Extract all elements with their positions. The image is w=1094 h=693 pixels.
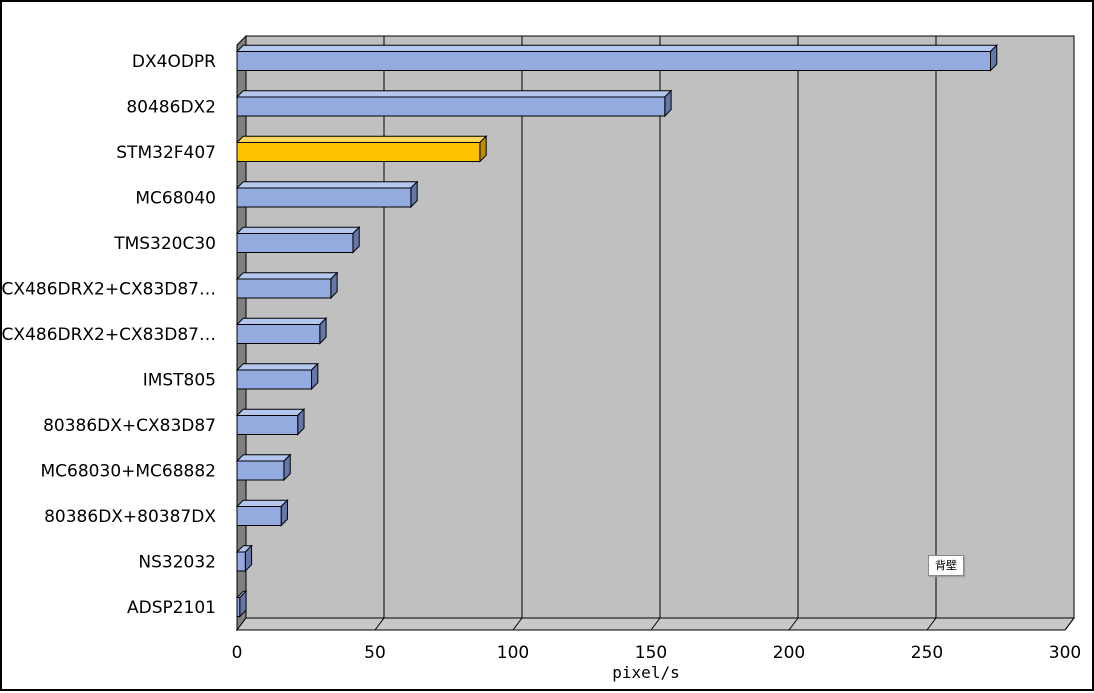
x-tick-label: 0 [232, 643, 243, 663]
gridline-floor [1064, 617, 1075, 631]
x-tick-label: 50 [364, 643, 386, 663]
bar-top [235, 135, 488, 143]
bar-front [236, 369, 313, 390]
bar [235, 43, 998, 72]
x-tick-label: 100 [497, 643, 529, 663]
bar-front [236, 96, 666, 117]
bar-top [235, 181, 419, 189]
bar-front [236, 415, 299, 435]
bar-front [236, 551, 246, 572]
gridline-floor [374, 617, 385, 631]
bar-top [235, 44, 998, 52]
bar-top [235, 363, 320, 371]
bar-top [235, 90, 673, 98]
bar [235, 89, 673, 118]
category-label: ADSP2101 [127, 598, 216, 618]
chart-walls [236, 34, 1075, 632]
bar [235, 407, 306, 436]
bar [235, 316, 328, 345]
bar-front [236, 506, 282, 526]
bar [235, 544, 253, 573]
bar [235, 225, 361, 254]
category-label: CX486DRX2+CX83D87… [2, 325, 216, 345]
x-tick-label: 250 [911, 643, 943, 663]
bar-top [235, 408, 306, 416]
bar-front [236, 324, 321, 344]
category-label: NS32032 [138, 553, 216, 573]
category-labels: DX4ODPR 80486DX2 STM32F407 MC68040 TMS320C30… [2, 52, 216, 618]
bar [235, 134, 488, 163]
tooltip: 背壁 [928, 555, 964, 576]
x-tick-labels: 0 50 100 150 200 250 300 [232, 643, 1082, 663]
x-tick-label: 200 [773, 643, 805, 663]
category-label: STM32F407 [116, 143, 216, 163]
bar-front [236, 142, 481, 162]
bar-top [235, 454, 292, 462]
bar-top [235, 226, 361, 234]
bar-front [236, 187, 412, 208]
gridline-floor [926, 617, 937, 631]
bar-front [236, 460, 285, 481]
x-axis-title: pixel/s [612, 663, 679, 682]
bar-front [236, 51, 991, 71]
bars [235, 43, 998, 618]
bar-front [236, 233, 354, 253]
category-label: DX4ODPR [132, 52, 216, 72]
category-label: MC68030+MC68882 [41, 462, 216, 482]
category-label: 80386DX+80387DX [44, 507, 216, 527]
category-label: 80486DX2 [126, 98, 216, 118]
bar-top [235, 499, 289, 507]
bar [235, 271, 339, 300]
gridline-floor [788, 617, 799, 631]
bar [235, 362, 320, 391]
x-tick-label: 150 [635, 643, 667, 663]
bar [235, 453, 292, 482]
bar [235, 498, 289, 527]
category-label: IMST805 [143, 371, 216, 391]
category-label: TMS320C30 [113, 234, 216, 254]
bar [235, 180, 419, 209]
bar-top [235, 272, 339, 280]
gridlines [374, 36, 1075, 631]
category-label: CX486DRX2+CX83D87… [2, 280, 216, 300]
category-label: MC68040 [135, 189, 216, 209]
bar-top [235, 317, 328, 325]
x-tick-label: 300 [1049, 643, 1081, 663]
gridline-floor [512, 617, 523, 631]
bar-front [236, 278, 332, 299]
bar [235, 589, 248, 618]
category-label: 80386DX+CX83D87 [43, 416, 216, 436]
bar-front [236, 597, 241, 617]
gridline-floor [650, 617, 661, 631]
